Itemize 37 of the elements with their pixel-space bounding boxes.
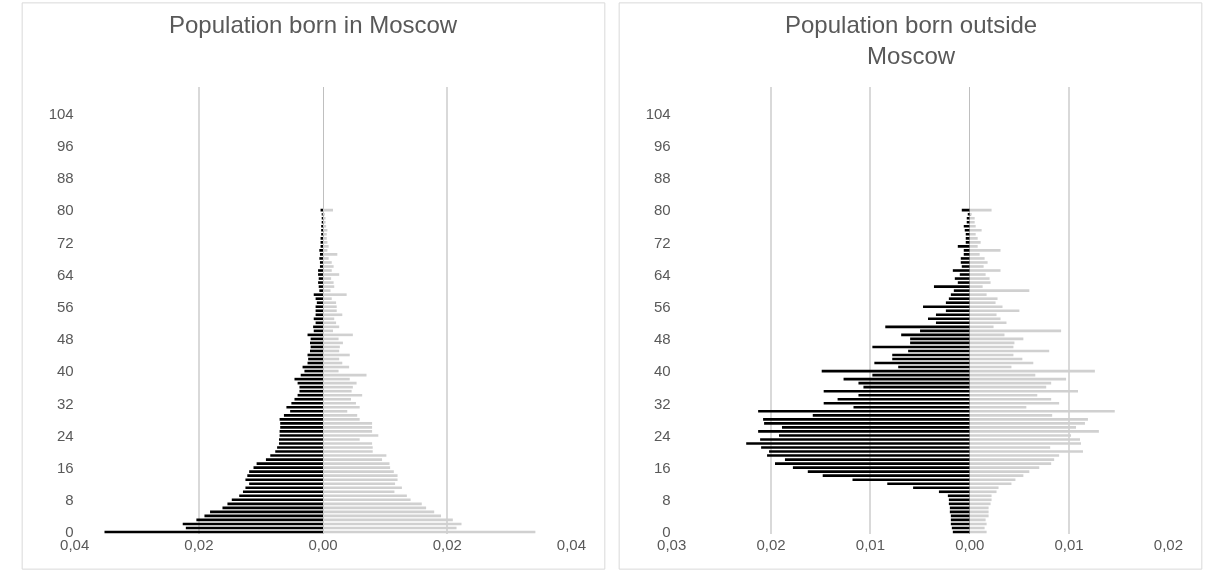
y-tick-label: 40: [654, 362, 671, 380]
y-tick-label: 32: [57, 394, 74, 412]
y-tick-label: 32: [654, 394, 671, 412]
chart-title: Population born outside Moscow: [785, 11, 1038, 70]
y-tick-label: 16: [654, 458, 671, 476]
y-tick-label: 40: [57, 362, 74, 380]
y-tick-label: 24: [654, 426, 671, 444]
y-tick-label: 104: [645, 104, 671, 122]
x-tick-label: 0,02: [432, 536, 462, 554]
chart-title: Population born in Moscow: [169, 11, 458, 38]
x-tick-label: 0,00: [955, 536, 985, 554]
y-tick-label: 80: [654, 201, 671, 219]
x-tick-label: 0,02: [184, 536, 214, 554]
x-tick-label: 0,00: [308, 536, 338, 554]
y-tick-label: 64: [57, 265, 74, 283]
y-tick-label: 8: [65, 491, 74, 509]
y-tick-label: 16: [57, 458, 74, 476]
y-tick-label: 56: [57, 297, 74, 315]
y-tick-label: 72: [654, 233, 671, 251]
y-tick-label: 96: [57, 137, 74, 155]
y-tick-label: 96: [654, 137, 671, 155]
x-tick-label: 0,04: [556, 536, 586, 554]
y-tick-label: 88: [57, 169, 74, 187]
x-tick-label: 0,01: [1054, 536, 1084, 554]
y-tick-label: 48: [57, 330, 74, 348]
y-tick-label: 80: [57, 201, 74, 219]
y-tick-label: 56: [654, 297, 671, 315]
x-tick-label: 0,02: [756, 536, 786, 554]
y-tick-label: 88: [654, 169, 671, 187]
y-tick-label: 24: [57, 426, 74, 444]
y-tick-label: 48: [654, 330, 671, 348]
y-tick-label: 8: [662, 491, 671, 509]
y-tick-label: 64: [654, 265, 671, 283]
x-tick-label: 0,01: [855, 536, 885, 554]
y-tick-label: 72: [57, 233, 74, 251]
y-tick-label: 104: [48, 104, 74, 122]
x-tick-label: 0,02: [1153, 536, 1183, 554]
